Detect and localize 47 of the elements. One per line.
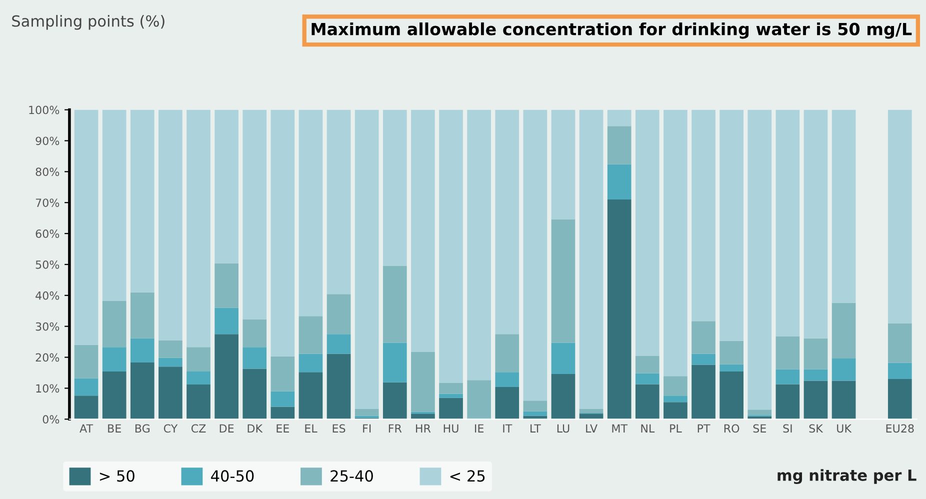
- x-tick-label: SK: [809, 424, 824, 433]
- y-tick-label: 50%: [36, 260, 60, 269]
- x-tick-label: DK: [248, 424, 263, 432]
- x-tick-label: LV: [586, 424, 598, 432]
- legend-label: 25-40: [330, 470, 373, 482]
- y-tick-label: 100%: [29, 106, 60, 114]
- x-tick-label: HU: [444, 424, 458, 433]
- y-axis-title: Sampling points (%): [12, 14, 164, 30]
- x-tick-label: PL: [670, 424, 682, 432]
- x-tick-label: MT: [612, 424, 628, 432]
- legend-label: > 50: [100, 470, 134, 482]
- x-tick-label: PT: [698, 424, 710, 432]
- y-tick-label: 90%: [36, 136, 60, 146]
- x-tick-label: SE: [753, 424, 766, 433]
- x-tick-label: IT: [503, 424, 512, 432]
- x-tick-label: RO: [724, 424, 740, 433]
- x-tick-label: IE: [475, 424, 484, 432]
- x-tick-label: BG: [135, 424, 150, 433]
- x-tick-label: FR: [388, 424, 402, 432]
- x-tick-label: CY: [164, 424, 178, 433]
- y-tick-label: 40%: [36, 291, 60, 300]
- x-tick-label: EL: [305, 424, 318, 432]
- x-tick-label: EE: [276, 424, 289, 432]
- y-tick-label: 20%: [36, 353, 60, 362]
- x-tick-label: NL: [641, 424, 655, 432]
- x-axis-title: mg nitrate per L: [778, 469, 916, 484]
- y-tick-label: 70%: [36, 198, 60, 207]
- x-tick-label: DE: [220, 424, 234, 432]
- x-tick-label: BE: [108, 424, 121, 432]
- x-tick-label: LT: [530, 424, 541, 432]
- legend-label: < 25: [450, 470, 485, 482]
- x-tick-label: CZ: [191, 424, 206, 433]
- x-tick-label: AT: [80, 424, 94, 432]
- y-tick-label: 60%: [36, 230, 60, 238]
- y-tick-label: 80%: [36, 168, 60, 176]
- x-tick-label: ES: [332, 424, 346, 433]
- x-tick-label: HR: [416, 424, 431, 432]
- x-tick-label: LU: [557, 424, 570, 433]
- x-tick-label: FI: [363, 424, 371, 432]
- y-tick-label: 0%: [42, 415, 60, 424]
- y-tick-label: 10%: [36, 384, 60, 393]
- x-tick-label: SI: [783, 424, 792, 433]
- text: Maximum allowable concentration for drinking water is 50 mg/L: [312, 22, 912, 39]
- legend-label: 40-50: [211, 470, 254, 482]
- y-tick-label: 30%: [36, 322, 60, 331]
- x-tick-label: EU28: [886, 424, 914, 433]
- x-tick-label: UK: [837, 424, 852, 433]
